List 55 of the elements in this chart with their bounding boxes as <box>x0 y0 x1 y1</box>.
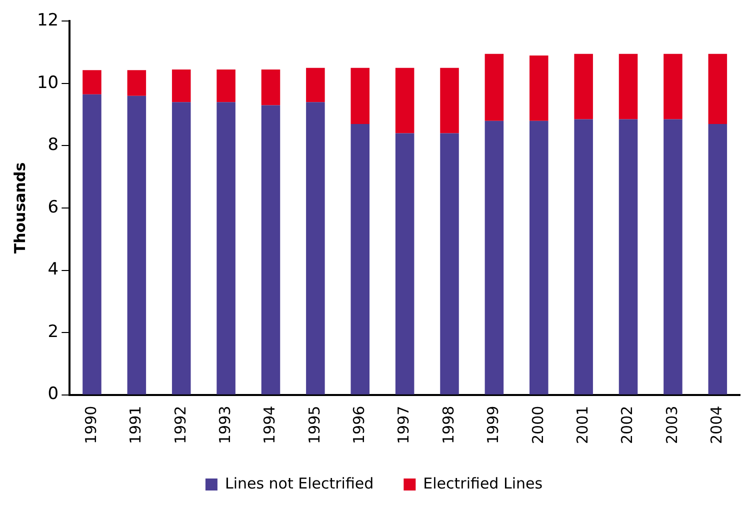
bar <box>172 69 191 102</box>
bar <box>440 133 459 394</box>
x-tick-label: 2001 <box>573 406 592 444</box>
y-tick-label: 12 <box>36 10 59 31</box>
y-tick-label: 4 <box>48 260 59 280</box>
bar <box>350 68 370 124</box>
bar <box>82 94 102 394</box>
bar <box>395 68 414 134</box>
x-tick-label: 2004 <box>708 406 726 444</box>
x-tick-label: 1992 <box>171 406 190 444</box>
bar <box>261 105 280 394</box>
bar <box>484 120 504 394</box>
bar <box>440 68 459 134</box>
y-axis-title: Thousands <box>10 162 29 254</box>
y-tick-label: 6 <box>48 197 59 218</box>
bar <box>172 102 191 394</box>
x-tick-label: 1995 <box>305 406 324 444</box>
y-tick-label: 2 <box>48 322 59 342</box>
x-tick-label: 2000 <box>528 406 547 444</box>
x-tick-label: 1999 <box>484 406 502 444</box>
bar <box>484 54 504 121</box>
legend-label: Electrified Lines <box>423 474 543 492</box>
x-tick-label: 1997 <box>394 406 413 444</box>
bar <box>664 119 682 394</box>
bar <box>306 68 325 102</box>
bar <box>530 55 548 121</box>
bar <box>82 70 102 94</box>
x-tick-label: 1998 <box>439 406 458 444</box>
x-tick-label: 1996 <box>350 406 368 444</box>
x-tick-label: 1991 <box>126 406 145 444</box>
bar <box>216 69 236 102</box>
x-tick-label: 2002 <box>618 406 636 444</box>
bar <box>618 54 638 120</box>
x-tick-label: 1993 <box>216 406 234 444</box>
bar <box>216 102 236 394</box>
bar <box>350 124 370 394</box>
bar <box>395 133 414 394</box>
legend-label: Lines not Electrified <box>224 474 374 492</box>
x-tick-label: 1990 <box>82 406 100 444</box>
bar <box>664 54 682 120</box>
x-tick-label: 2003 <box>662 406 681 444</box>
y-tick-label: 8 <box>48 135 59 156</box>
bar <box>574 119 593 394</box>
bar <box>708 124 728 394</box>
bar <box>618 119 638 394</box>
y-tick-label: 0 <box>48 384 59 404</box>
bar <box>127 70 146 96</box>
bar <box>708 54 728 124</box>
bar <box>127 96 146 394</box>
x-tick-label: 1994 <box>260 406 279 444</box>
bar <box>261 69 280 106</box>
bar <box>530 120 548 394</box>
bar <box>306 102 325 394</box>
bar <box>574 54 593 120</box>
y-tick-label: 10 <box>36 72 59 93</box>
